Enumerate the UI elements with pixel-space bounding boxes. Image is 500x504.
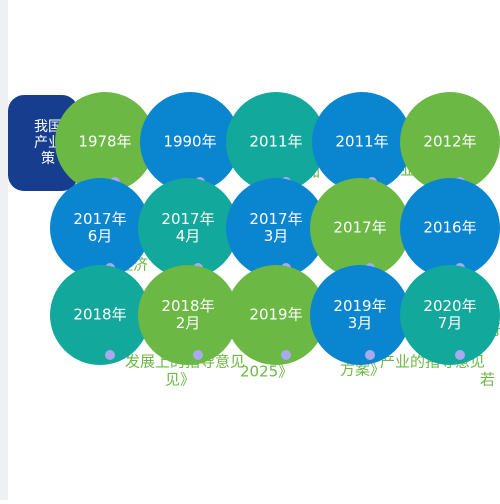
timeline-node bbox=[310, 265, 410, 365]
node-date: 2016年 bbox=[423, 219, 476, 237]
node-date: 2011年 bbox=[249, 133, 302, 151]
timeline-node bbox=[400, 265, 500, 365]
node-dot bbox=[455, 350, 465, 360]
node-date: 2017年 bbox=[333, 219, 386, 237]
timeline-node bbox=[138, 265, 238, 365]
node-date: 2018年 bbox=[73, 306, 126, 324]
node-dot bbox=[365, 350, 375, 360]
text-fragment: 2025》 bbox=[240, 363, 293, 381]
timeline-node bbox=[310, 178, 410, 278]
text-fragment: 方案》 bbox=[340, 361, 385, 379]
text-fragment: 见》 bbox=[165, 371, 195, 389]
header-text: 我国 bbox=[34, 119, 62, 135]
header-card bbox=[8, 95, 78, 191]
node-date: 7月 bbox=[438, 314, 463, 332]
node-date: 2017年 bbox=[73, 210, 126, 228]
header-text: 策 bbox=[41, 150, 55, 167]
timeline-node bbox=[226, 265, 326, 365]
node-date: 3月 bbox=[348, 314, 373, 332]
node-date: 2018年 bbox=[161, 297, 214, 315]
node-date: 2020年 bbox=[423, 297, 476, 315]
node-date: 6月 bbox=[88, 227, 113, 245]
node-date: 3月 bbox=[264, 227, 289, 245]
node-date: 2019年 bbox=[333, 297, 386, 315]
timeline-node bbox=[226, 178, 326, 278]
node-date: 1990年 bbox=[163, 133, 216, 151]
node-date: 1978年 bbox=[78, 133, 131, 151]
node-date: 2月 bbox=[176, 314, 201, 332]
node-date: 2011年 bbox=[335, 133, 388, 151]
timeline-node bbox=[400, 92, 500, 192]
node-date: 2017年 bbox=[249, 210, 302, 228]
node-dot bbox=[281, 350, 291, 360]
timeline-node bbox=[312, 92, 412, 192]
timeline-node bbox=[50, 178, 150, 278]
timeline-node bbox=[400, 178, 500, 278]
timeline-node bbox=[140, 92, 240, 192]
timeline-node bbox=[138, 178, 238, 278]
node-date: 4月 bbox=[176, 227, 201, 245]
node-date: 2019年 bbox=[249, 306, 302, 324]
text-fragment: 若 bbox=[480, 371, 495, 389]
timeline-node bbox=[50, 265, 150, 365]
node-date: 2017年 bbox=[161, 210, 214, 228]
node-dot bbox=[193, 350, 203, 360]
timeline-node bbox=[226, 92, 326, 192]
header-text: 产业 bbox=[34, 135, 62, 151]
node-date: 2012年 bbox=[423, 133, 476, 151]
side-strip bbox=[0, 0, 8, 500]
timeline-node bbox=[55, 92, 155, 192]
node-dot bbox=[105, 350, 115, 360]
